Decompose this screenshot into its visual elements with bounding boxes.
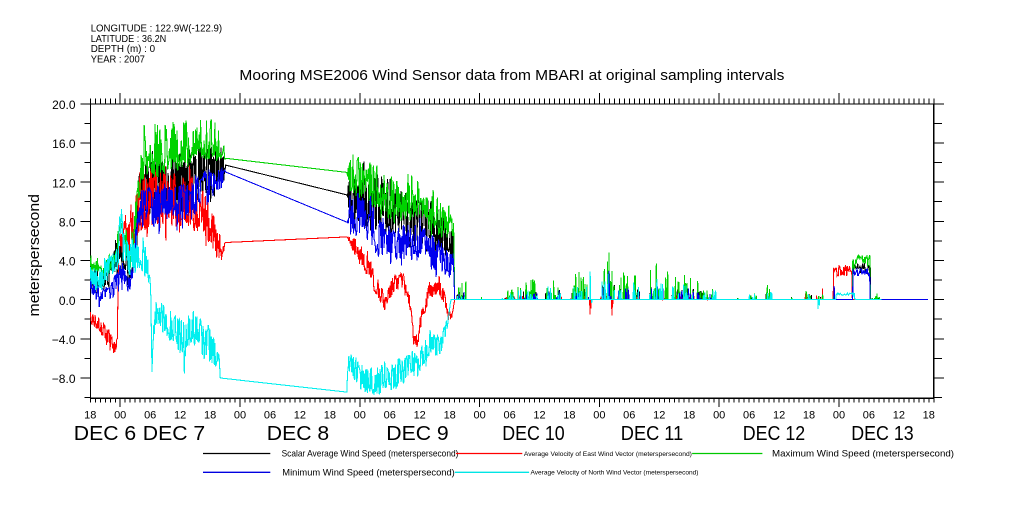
svg-text:06: 06 bbox=[264, 410, 276, 422]
svg-text:06: 06 bbox=[144, 410, 156, 422]
svg-text:18: 18 bbox=[444, 410, 456, 422]
svg-text:meterspersecond: meterspersecond bbox=[26, 194, 43, 317]
svg-text:0.0: 0.0 bbox=[59, 294, 76, 308]
svg-text:Maximum Wind Speed (meterspers: Maximum Wind Speed (meterspersecond) bbox=[772, 449, 954, 459]
svg-text:00: 00 bbox=[234, 410, 246, 422]
svg-text:00: 00 bbox=[833, 410, 845, 422]
svg-text:06: 06 bbox=[623, 410, 635, 422]
svg-text:−4.0: −4.0 bbox=[52, 333, 76, 347]
svg-text:12: 12 bbox=[174, 410, 186, 422]
svg-text:00: 00 bbox=[114, 410, 126, 422]
svg-text:12: 12 bbox=[414, 410, 426, 422]
svg-text:18: 18 bbox=[204, 410, 216, 422]
svg-text:00: 00 bbox=[713, 410, 725, 422]
svg-text:18: 18 bbox=[84, 410, 96, 422]
svg-text:18: 18 bbox=[803, 410, 815, 422]
svg-text:18: 18 bbox=[563, 410, 575, 422]
svg-text:Minimum Wind Speed (meterspers: Minimum Wind Speed (meterspersecond) bbox=[282, 468, 455, 478]
svg-text:LONGITUDE : 122.9W(-122.9): LONGITUDE : 122.9W(-122.9) bbox=[91, 22, 222, 34]
svg-text:00: 00 bbox=[354, 410, 366, 422]
svg-text:12: 12 bbox=[653, 410, 665, 422]
svg-text:8.0: 8.0 bbox=[59, 216, 76, 230]
svg-text:16.0: 16.0 bbox=[52, 137, 76, 151]
svg-text:DEC 13: DEC 13 bbox=[851, 423, 913, 445]
svg-text:−8.0: −8.0 bbox=[52, 372, 76, 386]
svg-text:DEC 12: DEC 12 bbox=[743, 423, 805, 445]
svg-text:Average Velocity of East Wind: Average Velocity of East Wind Vector (me… bbox=[524, 451, 692, 458]
svg-text:DEC 7: DEC 7 bbox=[143, 423, 205, 445]
svg-text:Scalar Average Wind Speed (met: Scalar Average Wind Speed (metersperseco… bbox=[282, 449, 459, 459]
svg-text:06: 06 bbox=[863, 410, 875, 422]
svg-text:12: 12 bbox=[893, 410, 905, 422]
svg-text:DEC 10: DEC 10 bbox=[502, 423, 564, 445]
svg-text:06: 06 bbox=[384, 410, 396, 422]
svg-text:12: 12 bbox=[773, 410, 785, 422]
svg-text:Average Velocity of North Wind: Average Velocity of North Wind Vector (m… bbox=[531, 470, 699, 477]
svg-text:DEC 9: DEC 9 bbox=[386, 423, 448, 445]
svg-text:LATITUDE : 36.2N: LATITUDE : 36.2N bbox=[91, 33, 167, 45]
svg-text:DEC 11: DEC 11 bbox=[621, 423, 683, 445]
svg-text:DEC 6: DEC 6 bbox=[74, 423, 136, 445]
svg-text:12.0: 12.0 bbox=[52, 176, 76, 190]
svg-text:DEPTH (m) : 0: DEPTH (m) : 0 bbox=[91, 43, 156, 55]
svg-text:18: 18 bbox=[324, 410, 336, 422]
svg-text:06: 06 bbox=[503, 410, 515, 422]
svg-text:12: 12 bbox=[294, 410, 306, 422]
svg-text:18: 18 bbox=[683, 410, 695, 422]
svg-text:Mooring MSE2006 Wind Sensor da: Mooring MSE2006 Wind Sensor data from MB… bbox=[239, 67, 784, 84]
svg-text:06: 06 bbox=[743, 410, 755, 422]
svg-text:YEAR : 2007: YEAR : 2007 bbox=[91, 54, 145, 66]
svg-text:00: 00 bbox=[593, 410, 605, 422]
svg-text:20.0: 20.0 bbox=[52, 98, 76, 112]
svg-text:4.0: 4.0 bbox=[59, 255, 76, 269]
svg-text:00: 00 bbox=[473, 410, 485, 422]
svg-text:18: 18 bbox=[923, 410, 935, 422]
svg-text:DEC 8: DEC 8 bbox=[267, 423, 329, 445]
svg-text:12: 12 bbox=[533, 410, 545, 422]
